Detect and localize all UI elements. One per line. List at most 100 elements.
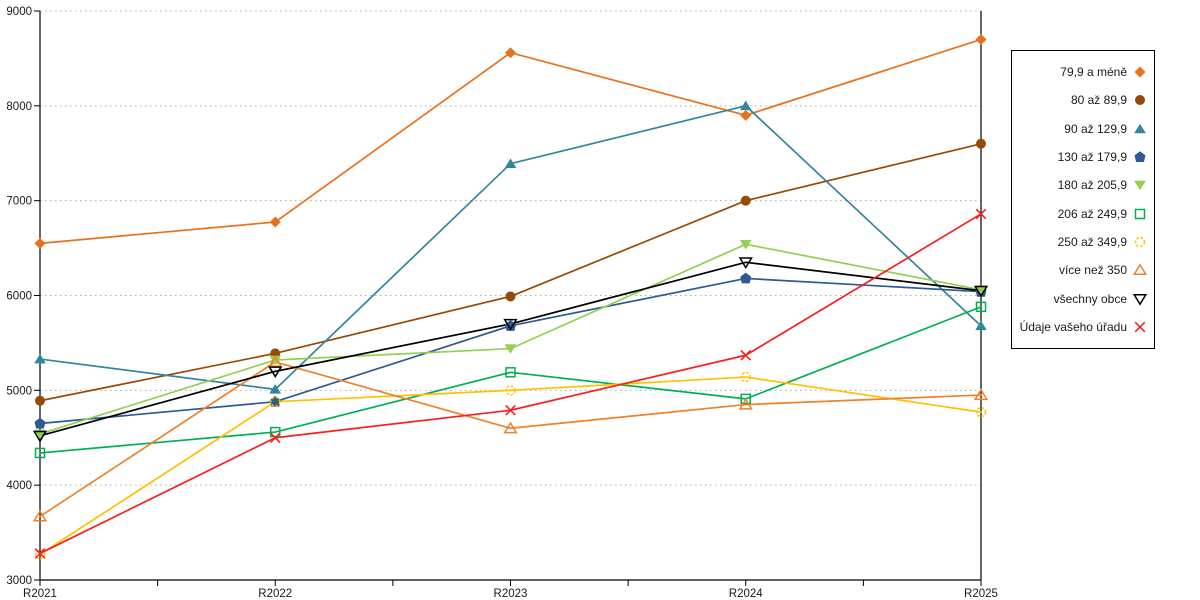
legend-item: všechny obce xyxy=(1012,284,1148,312)
data-point-marker xyxy=(740,109,752,121)
legend-marker-icon xyxy=(1134,181,1146,191)
series-line-7 xyxy=(39,361,982,518)
data-point-marker xyxy=(1134,123,1146,134)
y-axis-label: 8000 xyxy=(6,101,32,113)
data-point-marker xyxy=(34,353,46,364)
series-markers-6 xyxy=(34,371,987,560)
data-point-marker xyxy=(34,237,46,249)
legend-item: 250 až 349,9 xyxy=(1012,228,1148,256)
y-axis-label: 5000 xyxy=(6,385,32,397)
legend-item-label: 130 až 179,9 xyxy=(1057,150,1127,165)
data-point-marker xyxy=(740,393,751,405)
data-point-marker xyxy=(269,384,282,394)
data-point-marker xyxy=(269,216,281,228)
data-point-marker xyxy=(975,320,987,331)
y-axis-label: 6000 xyxy=(6,291,32,303)
data-point-marker xyxy=(34,447,46,459)
y-axis-label: 4000 xyxy=(6,480,32,492)
legend-item-label: 79,9 a méně xyxy=(1060,65,1127,80)
data-point-marker xyxy=(1134,321,1146,333)
data-point-marker xyxy=(268,355,283,367)
data-point-marker xyxy=(975,406,987,418)
data-point-marker xyxy=(1135,95,1145,106)
data-point-marker xyxy=(32,509,48,522)
legend-item: Údaje vašeho úřadu xyxy=(1012,313,1148,341)
series-markers-3 xyxy=(34,272,987,429)
data-point-marker xyxy=(504,344,517,354)
data-point-marker xyxy=(1132,293,1148,306)
y-axis-label: 7000 xyxy=(6,196,32,208)
legend-item: 206 až 249,9 xyxy=(1012,199,1148,227)
x-axis-label: R2025 xyxy=(964,588,998,600)
data-point-marker xyxy=(1134,151,1146,163)
legend-item-label: 180 až 205,9 xyxy=(1057,178,1127,193)
data-point-marker xyxy=(1134,181,1146,191)
series-markers-9 xyxy=(34,208,987,559)
data-point-marker xyxy=(270,426,281,438)
data-point-marker xyxy=(505,385,516,396)
series-line-4 xyxy=(39,243,982,435)
series-line-5 xyxy=(39,306,982,454)
series-line-9 xyxy=(39,213,982,555)
y-axis-label: 3000 xyxy=(6,575,32,587)
legend-marker-icon xyxy=(1135,95,1145,106)
legend-marker-icon xyxy=(1134,151,1146,163)
data-point-marker xyxy=(740,272,752,284)
data-point-marker xyxy=(973,285,989,298)
legend-item: 180 až 205,9 xyxy=(1012,171,1148,199)
data-point-marker xyxy=(34,417,46,429)
legend-item-label: 90 až 129,9 xyxy=(1064,121,1127,136)
gridlines xyxy=(40,10,981,486)
data-point-marker xyxy=(976,138,986,149)
legend: 79,9 a méně 80 až 89,9 90 až 129,9 130 až 1… xyxy=(1011,50,1155,349)
data-point-marker xyxy=(34,549,46,560)
legend-item: více než 350 xyxy=(1012,256,1148,284)
data-point-marker xyxy=(739,100,752,111)
x-axis-label: R2022 xyxy=(258,588,292,600)
data-point-marker xyxy=(505,291,516,302)
legend-item-label: všechny obce xyxy=(1053,291,1127,306)
legend-item-label: Údaje vašeho úřadu xyxy=(1019,319,1127,334)
data-point-marker xyxy=(973,388,989,401)
legend-marker-icon xyxy=(1134,123,1146,134)
y-axis-label: 9000 xyxy=(6,6,32,18)
data-point-marker xyxy=(740,349,752,361)
legend-item: 80 až 89,9 xyxy=(1012,86,1148,114)
legend-marker-icon xyxy=(1132,263,1148,276)
data-point-marker xyxy=(35,395,45,406)
data-point-marker xyxy=(505,404,516,416)
legend-marker-icon xyxy=(1134,208,1146,219)
series-line-0 xyxy=(39,38,982,245)
data-point-marker xyxy=(34,548,46,559)
data-point-marker xyxy=(505,367,516,378)
legend-item: 90 až 129,9 xyxy=(1012,115,1148,143)
series-markers-1 xyxy=(35,138,986,406)
x-axis-label: R2023 xyxy=(494,588,528,600)
axes: 3000 4000 5000 6000 7000 8000 9000 R2021 R2022 R2… xyxy=(6,6,998,600)
data-point-marker xyxy=(738,257,753,269)
data-point-marker xyxy=(1134,236,1146,248)
data-point-marker xyxy=(740,371,751,383)
legend-item: 130 až 179,9 xyxy=(1012,143,1148,171)
data-point-marker xyxy=(268,366,283,379)
data-point-marker xyxy=(32,430,48,443)
data-point-marker xyxy=(505,47,516,59)
series-markers-5 xyxy=(34,301,987,459)
series-markers-7 xyxy=(32,355,989,522)
data-point-marker xyxy=(1132,263,1148,276)
series-markers-2 xyxy=(34,100,987,394)
legend-item-label: 250 až 349,9 xyxy=(1057,234,1127,249)
series-markers-0 xyxy=(34,33,987,249)
data-point-marker xyxy=(975,208,987,220)
x-axis-label: R2024 xyxy=(729,588,763,600)
data-point-marker xyxy=(739,239,752,250)
data-point-marker xyxy=(503,421,518,434)
legend-item-label: 80 až 89,9 xyxy=(1070,93,1127,108)
data-point-marker xyxy=(1134,208,1146,219)
data-point-marker xyxy=(269,432,281,444)
legend-marker-icon xyxy=(1134,236,1146,248)
series-markers xyxy=(32,33,989,560)
x-axis-label: R2021 xyxy=(23,588,57,600)
